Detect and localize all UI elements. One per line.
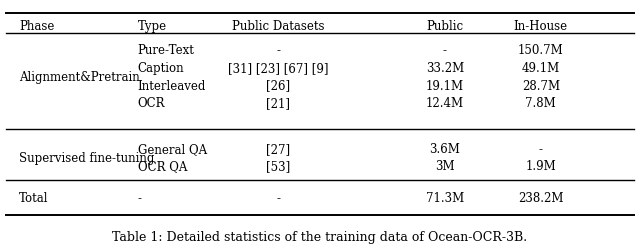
Text: In-House: In-House bbox=[514, 20, 568, 33]
Text: 49.1M: 49.1M bbox=[522, 61, 560, 75]
Text: Type: Type bbox=[138, 20, 167, 33]
Text: Interleaved: Interleaved bbox=[138, 79, 206, 92]
Text: Alignment&Pretrain: Alignment&Pretrain bbox=[19, 70, 140, 83]
Text: Phase: Phase bbox=[19, 20, 54, 33]
Text: Total: Total bbox=[19, 191, 49, 204]
Text: General QA: General QA bbox=[138, 142, 207, 155]
Text: Public Datasets: Public Datasets bbox=[232, 20, 324, 33]
Text: -: - bbox=[276, 191, 280, 204]
Text: Caption: Caption bbox=[138, 61, 184, 75]
Text: Table 1: Detailed statistics of the training data of Ocean-OCR-3B.: Table 1: Detailed statistics of the trai… bbox=[113, 230, 527, 243]
Text: [53]: [53] bbox=[266, 160, 291, 173]
Text: 19.1M: 19.1M bbox=[426, 79, 464, 92]
Text: 3M: 3M bbox=[435, 160, 454, 173]
Text: 33.2M: 33.2M bbox=[426, 61, 464, 75]
Text: Supervised fine-tuning: Supervised fine-tuning bbox=[19, 151, 155, 164]
Text: Public: Public bbox=[426, 20, 463, 33]
Text: -: - bbox=[276, 44, 280, 57]
Text: 1.9M: 1.9M bbox=[525, 160, 556, 173]
Text: OCR QA: OCR QA bbox=[138, 160, 187, 173]
Text: 238.2M: 238.2M bbox=[518, 191, 564, 204]
Text: -: - bbox=[539, 142, 543, 155]
Text: [31] [23] [67] [9]: [31] [23] [67] [9] bbox=[228, 61, 329, 75]
Text: [27]: [27] bbox=[266, 142, 291, 155]
Text: 71.3M: 71.3M bbox=[426, 191, 464, 204]
Text: 7.8M: 7.8M bbox=[525, 97, 556, 110]
Text: -: - bbox=[138, 191, 141, 204]
Text: 3.6M: 3.6M bbox=[429, 142, 460, 155]
Text: [26]: [26] bbox=[266, 79, 291, 92]
Text: 12.4M: 12.4M bbox=[426, 97, 464, 110]
Text: 28.7M: 28.7M bbox=[522, 79, 560, 92]
Text: OCR: OCR bbox=[138, 97, 165, 110]
Text: -: - bbox=[443, 44, 447, 57]
Text: 150.7M: 150.7M bbox=[518, 44, 564, 57]
Text: Pure-Text: Pure-Text bbox=[138, 44, 195, 57]
Text: [21]: [21] bbox=[266, 97, 291, 110]
